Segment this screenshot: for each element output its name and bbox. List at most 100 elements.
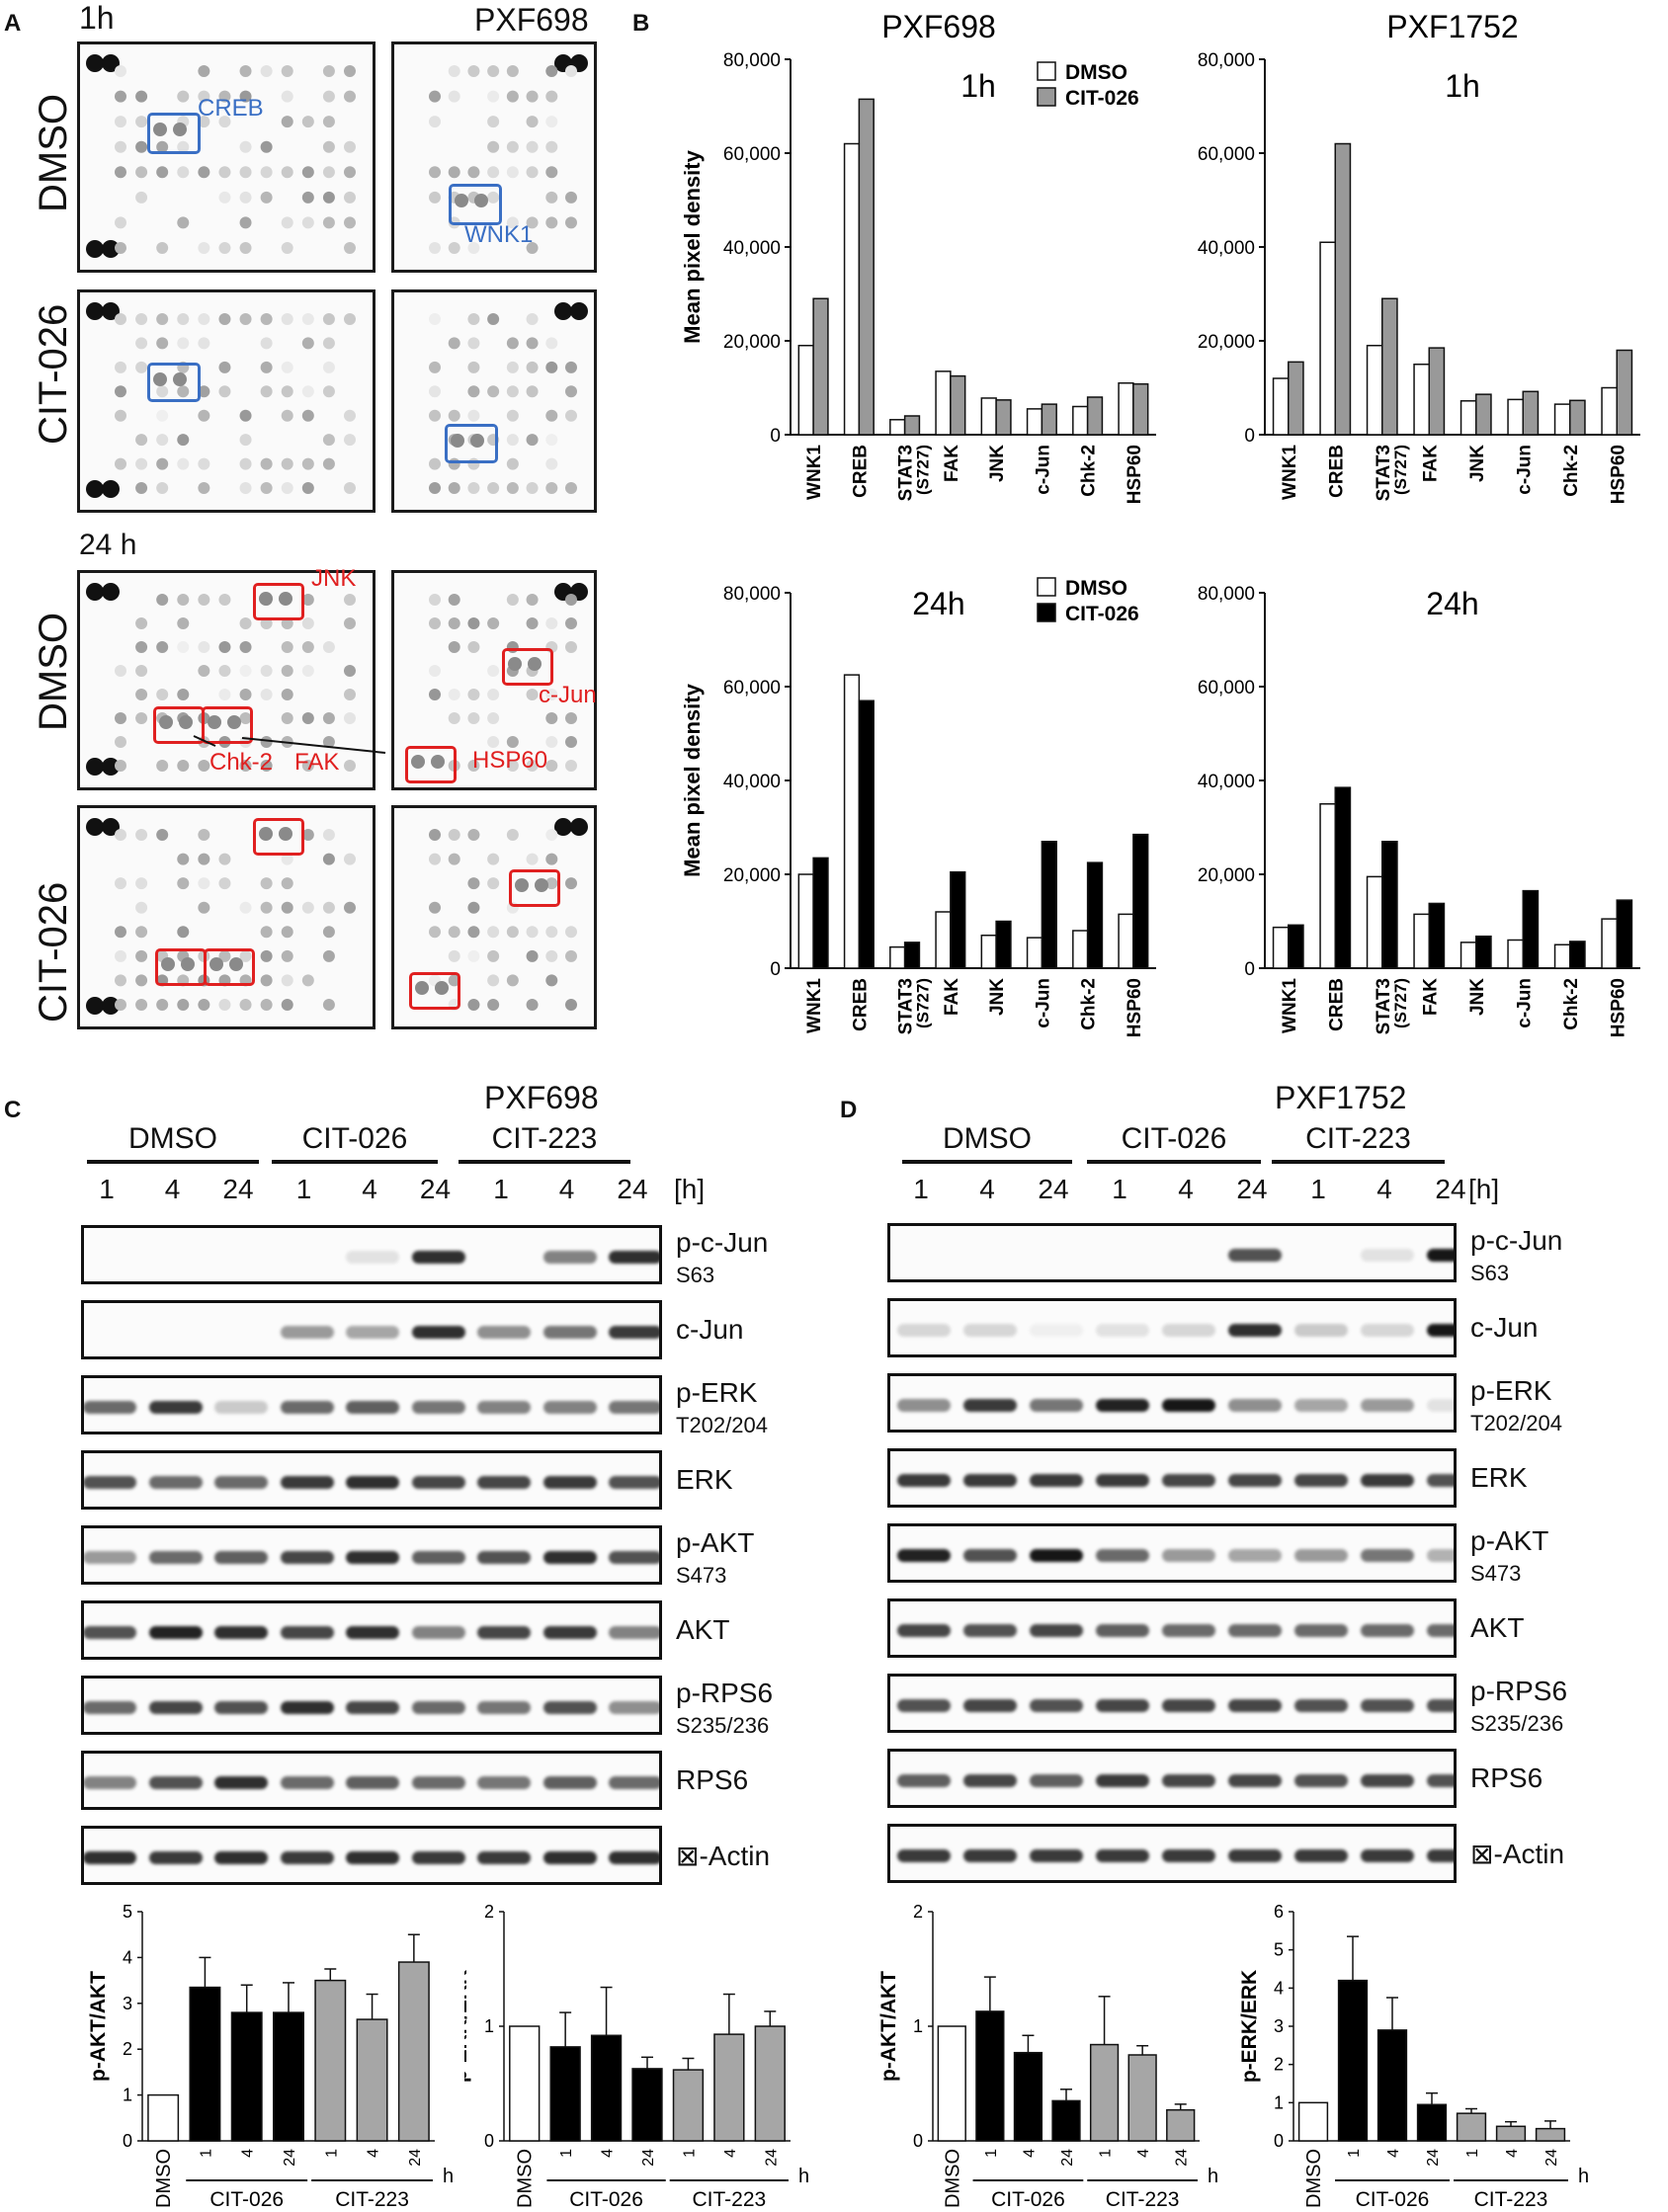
array-spot	[344, 689, 356, 700]
array-spot	[322, 313, 335, 325]
blot-band	[1096, 1549, 1149, 1562]
x-tick-label: 1	[1464, 2149, 1481, 2158]
array-spot	[115, 409, 126, 422]
array-spot	[487, 853, 500, 865]
array-spot	[322, 853, 335, 865]
array-spot	[115, 216, 126, 229]
cell-line-title: PXF698	[484, 1080, 599, 1115]
blot-band	[1162, 1399, 1215, 1412]
array-spot	[506, 385, 519, 398]
highlighted-spot	[451, 434, 464, 448]
array-spot	[260, 974, 273, 987]
blot-band	[897, 1399, 951, 1412]
array-spot	[260, 877, 273, 890]
array-spot	[239, 689, 252, 700]
blot-site-label: T202/204	[1470, 1411, 1562, 1435]
array-spot	[344, 434, 356, 447]
bar	[1475, 935, 1492, 969]
legend-swatch	[1037, 61, 1056, 81]
array-spot	[115, 736, 126, 748]
blot-label: p-ERK	[676, 1377, 758, 1408]
x-tick-label: Chk-2	[1561, 445, 1582, 497]
array-spot	[467, 760, 480, 772]
x-tick-label: HSP60	[1608, 445, 1628, 504]
array-spot	[156, 409, 169, 422]
bar	[273, 2011, 304, 2142]
blot-strip	[81, 1300, 662, 1359]
y-tick-label: 6	[1274, 1902, 1284, 1922]
time-label: 24	[222, 1174, 254, 1204]
bar	[356, 2018, 388, 2142]
bar	[147, 2093, 180, 2142]
group-label: DMSO	[128, 1122, 217, 1155]
blot-band	[1162, 1549, 1215, 1562]
array-spot	[135, 712, 148, 724]
array-spot	[135, 617, 148, 629]
time-label: 24	[1236, 1174, 1268, 1204]
x-tick-label: JNK	[987, 978, 1008, 1016]
time-label: 1	[1112, 1174, 1127, 1204]
array-spot	[198, 877, 210, 890]
array-spot	[156, 829, 169, 841]
array-spot	[281, 216, 293, 229]
highlighted-spot	[153, 123, 167, 136]
array-spot	[301, 594, 314, 606]
time-label: 1	[913, 1174, 929, 1204]
blot-band	[346, 1551, 399, 1564]
array-spot	[218, 166, 231, 179]
group-label: CIT-026	[301, 1122, 408, 1155]
array-spot	[115, 65, 126, 77]
array-spot	[545, 65, 558, 77]
blot-strip	[81, 1375, 662, 1434]
y-tick-label: 80,000	[723, 584, 781, 605]
array-spot	[322, 641, 335, 653]
y-tick-label: 60,000	[723, 678, 781, 698]
array-spot	[506, 926, 519, 939]
bar	[1272, 377, 1290, 436]
array-spot	[239, 216, 252, 229]
array-spot	[301, 901, 314, 914]
array-spot	[448, 242, 460, 254]
blot-band	[542, 1401, 597, 1414]
blot-band	[1427, 1474, 1454, 1487]
array-spot	[301, 457, 314, 470]
blot-band	[609, 1701, 659, 1714]
time-label: 24	[419, 1174, 452, 1204]
y-tick-label: 20,000	[1198, 332, 1255, 353]
x-tick-label: (S727)	[1391, 445, 1410, 495]
group-bracket	[459, 1160, 630, 1164]
bar	[1428, 347, 1446, 436]
x-tick-label: c-Jun	[1514, 445, 1535, 495]
array-spot	[322, 385, 335, 398]
array-spot	[135, 999, 148, 1011]
blot-band	[1294, 1624, 1348, 1637]
x-tick-label: CREB	[1326, 978, 1347, 1031]
bar	[189, 1986, 221, 2142]
array-spot	[135, 434, 148, 447]
x-tick-label: WNK1	[804, 445, 825, 500]
x-tick-label: 4	[1385, 2149, 1402, 2158]
x-tick-label: Chk-2	[1079, 445, 1100, 497]
blot-band	[477, 1851, 531, 1864]
blot-strip	[81, 1751, 662, 1810]
array-spot	[218, 191, 231, 204]
blot-site-label: S63	[676, 1263, 715, 1287]
array-spot	[198, 829, 210, 841]
array-spot	[156, 594, 169, 606]
blot-band	[1427, 1549, 1454, 1562]
array-spot	[467, 166, 480, 179]
array-spot	[448, 689, 460, 700]
x-tick-label: STAT3	[1374, 978, 1394, 1034]
bar	[1288, 924, 1304, 969]
array-spot	[115, 140, 126, 153]
blot-band	[148, 1626, 203, 1639]
array-spot	[506, 760, 519, 772]
y-tick-label: 40,000	[1198, 772, 1255, 792]
array-spot	[177, 594, 190, 606]
time-label: 1	[295, 1174, 312, 1204]
array-spot	[526, 926, 539, 939]
blot-band	[84, 1476, 136, 1489]
array-dmso-24h-right	[391, 570, 597, 790]
bar	[797, 873, 814, 969]
array-spot	[198, 409, 210, 422]
